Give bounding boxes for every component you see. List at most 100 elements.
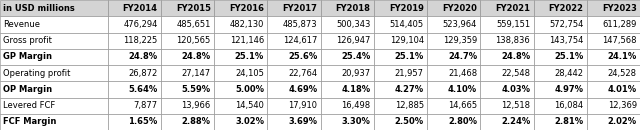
Text: FY2023: FY2023: [602, 4, 637, 13]
Text: 4.69%: 4.69%: [288, 85, 317, 94]
Bar: [534, 32, 587, 49]
Text: FY2017: FY2017: [282, 4, 317, 13]
Text: 24.8%: 24.8%: [501, 52, 531, 61]
Text: 25.1%: 25.1%: [394, 52, 424, 61]
Bar: [534, 49, 587, 65]
Text: 17,910: 17,910: [288, 101, 317, 110]
Bar: [321, 16, 374, 32]
Bar: [108, 0, 161, 16]
Text: 2.81%: 2.81%: [554, 117, 584, 126]
Bar: [321, 114, 374, 130]
Bar: [587, 81, 640, 98]
Text: Gross profit: Gross profit: [3, 36, 52, 45]
Bar: [534, 16, 587, 32]
Text: 1.65%: 1.65%: [128, 117, 157, 126]
Text: 485,873: 485,873: [283, 20, 317, 29]
Bar: [268, 81, 321, 98]
Text: 2.80%: 2.80%: [448, 117, 477, 126]
Bar: [427, 0, 480, 16]
Bar: [108, 65, 161, 81]
Text: 500,343: 500,343: [336, 20, 371, 29]
Text: 482,130: 482,130: [230, 20, 264, 29]
Text: 124,617: 124,617: [283, 36, 317, 45]
Bar: [321, 32, 374, 49]
Text: 24,105: 24,105: [235, 69, 264, 78]
Text: 138,836: 138,836: [495, 36, 531, 45]
Text: FCF Margin: FCF Margin: [3, 117, 56, 126]
Bar: [587, 16, 640, 32]
Text: 24.1%: 24.1%: [607, 52, 637, 61]
Text: 25.4%: 25.4%: [341, 52, 371, 61]
Bar: [374, 16, 427, 32]
Bar: [427, 65, 480, 81]
Text: 4.03%: 4.03%: [501, 85, 531, 94]
Text: 485,651: 485,651: [177, 20, 211, 29]
Text: 2.24%: 2.24%: [501, 117, 531, 126]
Bar: [427, 49, 480, 65]
Text: 21,468: 21,468: [448, 69, 477, 78]
Bar: [374, 0, 427, 16]
Text: Operating profit: Operating profit: [3, 69, 70, 78]
Text: Levered FCF: Levered FCF: [3, 101, 56, 110]
Bar: [108, 49, 161, 65]
Text: 12,518: 12,518: [501, 101, 531, 110]
Bar: [534, 114, 587, 130]
Text: 13,966: 13,966: [182, 101, 211, 110]
Text: 5.59%: 5.59%: [182, 85, 211, 94]
Bar: [480, 16, 534, 32]
Bar: [161, 49, 214, 65]
Text: GP Margin: GP Margin: [3, 52, 52, 61]
Bar: [214, 81, 268, 98]
Text: 126,947: 126,947: [336, 36, 371, 45]
Bar: [108, 32, 161, 49]
Text: 611,289: 611,289: [602, 20, 637, 29]
Bar: [268, 65, 321, 81]
Bar: [427, 98, 480, 114]
Text: 3.30%: 3.30%: [342, 117, 371, 126]
Text: 26,872: 26,872: [128, 69, 157, 78]
Bar: [374, 65, 427, 81]
Bar: [587, 98, 640, 114]
Text: 24.8%: 24.8%: [129, 52, 157, 61]
Text: 14,665: 14,665: [448, 101, 477, 110]
Text: 5.64%: 5.64%: [128, 85, 157, 94]
Text: 22,548: 22,548: [501, 69, 531, 78]
Text: 22,764: 22,764: [288, 69, 317, 78]
Text: FY2021: FY2021: [495, 4, 531, 13]
Bar: [108, 98, 161, 114]
Bar: [587, 65, 640, 81]
Text: 147,568: 147,568: [602, 36, 637, 45]
Bar: [214, 16, 268, 32]
Text: FY2019: FY2019: [389, 4, 424, 13]
Text: 12,369: 12,369: [607, 101, 637, 110]
Text: 28,442: 28,442: [554, 69, 584, 78]
Bar: [427, 81, 480, 98]
Bar: [480, 81, 534, 98]
Text: FY2014: FY2014: [123, 4, 157, 13]
Bar: [108, 16, 161, 32]
Text: 21,957: 21,957: [395, 69, 424, 78]
Bar: [214, 114, 268, 130]
Text: 143,754: 143,754: [549, 36, 584, 45]
Text: 12,885: 12,885: [395, 101, 424, 110]
Bar: [161, 16, 214, 32]
Bar: [214, 65, 268, 81]
Bar: [214, 98, 268, 114]
Bar: [427, 16, 480, 32]
Text: 4.27%: 4.27%: [395, 85, 424, 94]
Text: 4.97%: 4.97%: [554, 85, 584, 94]
Text: 14,540: 14,540: [235, 101, 264, 110]
Bar: [0, 65, 108, 81]
Text: 24.7%: 24.7%: [448, 52, 477, 61]
Bar: [0, 32, 108, 49]
Text: 4.01%: 4.01%: [607, 85, 637, 94]
Text: 2.88%: 2.88%: [182, 117, 211, 126]
Bar: [268, 49, 321, 65]
Text: 25.1%: 25.1%: [554, 52, 584, 61]
Text: 514,405: 514,405: [390, 20, 424, 29]
Bar: [374, 114, 427, 130]
Text: 129,104: 129,104: [390, 36, 424, 45]
Text: 25.6%: 25.6%: [288, 52, 317, 61]
Bar: [534, 65, 587, 81]
Text: 3.02%: 3.02%: [235, 117, 264, 126]
